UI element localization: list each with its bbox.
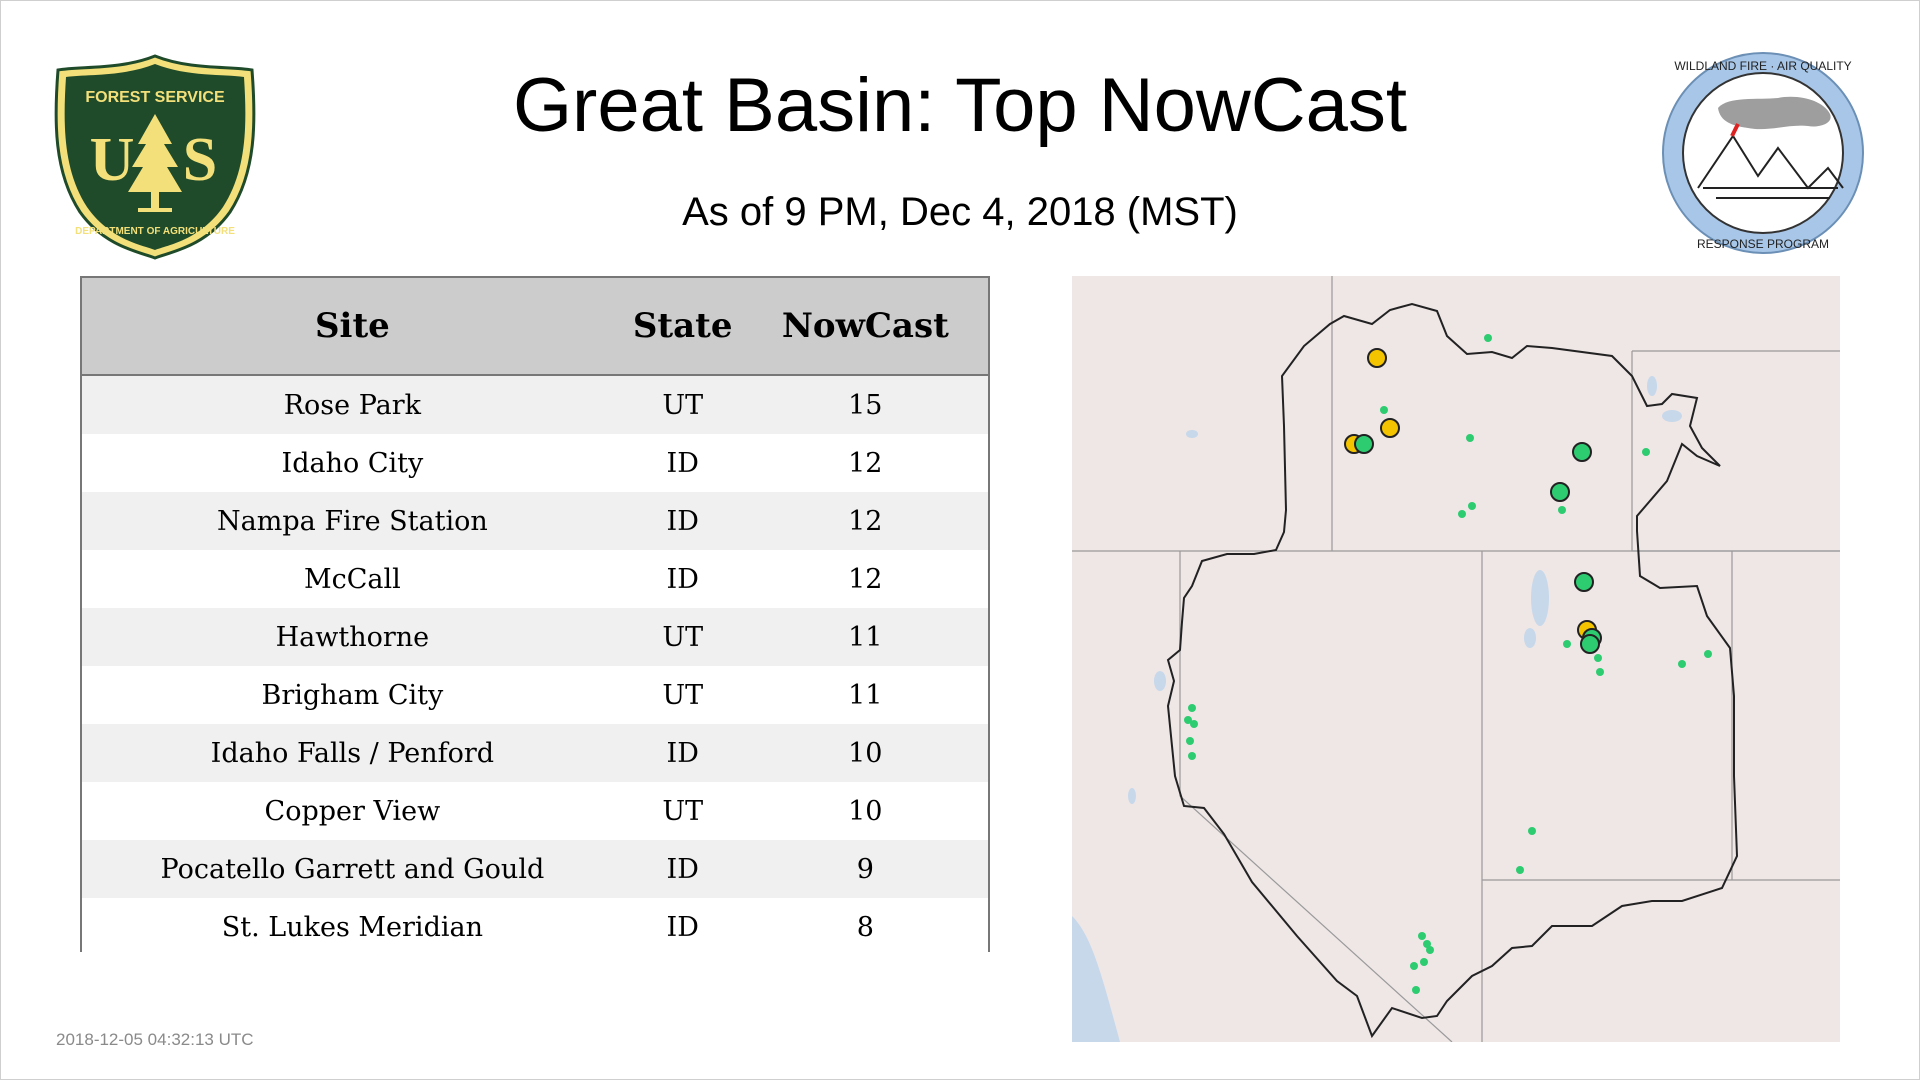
cell-site: Rose Park	[82, 375, 623, 434]
table-row: McCall ID 12	[82, 550, 988, 608]
cell-state: ID	[622, 492, 743, 550]
page-title: Great Basin: Top NowCast	[512, 63, 1408, 148]
table-row: Copper View UT 10	[82, 782, 988, 840]
page-subtitle: As of 9 PM, Dec 4, 2018 (MST)	[682, 190, 1238, 234]
map-background	[1072, 276, 1840, 1042]
column-header-state: State	[622, 278, 743, 376]
table-row: St. Lukes Meridian ID 8	[82, 898, 988, 956]
forest-service-logo: FOREST SERVICE U S DEPARTMENT OF AGRICUL…	[54, 54, 256, 260]
cell-state: ID	[622, 840, 743, 898]
cell-site: Idaho City	[82, 434, 623, 492]
cell-site: Hawthorne	[82, 608, 623, 666]
cell-nowcast: 15	[742, 375, 988, 434]
cell-site: St. Lukes Meridian	[82, 898, 623, 956]
monitor-points-small	[1184, 334, 1712, 994]
cell-site: McCall	[82, 550, 623, 608]
cell-nowcast: 9	[742, 840, 988, 898]
fs-top-text: FOREST SERVICE	[85, 89, 225, 106]
tree-icon	[128, 114, 182, 212]
ocean-area	[1072, 916, 1120, 1042]
table-row: Nampa Fire Station ID 12	[82, 492, 988, 550]
cell-state: UT	[622, 782, 743, 840]
table-row: Rose Park UT 15	[82, 375, 988, 434]
cell-site: Copper View	[82, 782, 623, 840]
cell-state: UT	[622, 375, 743, 434]
cell-nowcast: 12	[742, 492, 988, 550]
table-row: Hawthorne UT 11	[82, 608, 988, 666]
cell-nowcast: 11	[742, 608, 988, 666]
great-basin-map[interactable]	[1072, 276, 1840, 1042]
table-row: Pocatello Garrett and Gould ID 9	[82, 840, 988, 898]
wf-top-text: WILDLAND FIRE · AIR QUALITY	[1674, 59, 1851, 73]
cell-nowcast: 8	[742, 898, 988, 956]
cell-state: ID	[622, 724, 743, 782]
cell-nowcast: 12	[742, 550, 988, 608]
column-header-site: Site	[82, 278, 623, 376]
cell-site: Brigham City	[82, 666, 623, 724]
cell-nowcast: 10	[742, 724, 988, 782]
fs-bottom-text: DEPARTMENT OF AGRICULTURE	[75, 226, 235, 237]
cell-state: UT	[622, 666, 743, 724]
cell-site: Nampa Fire Station	[82, 492, 623, 550]
cell-nowcast: 12	[742, 434, 988, 492]
table-header-row: Site State NowCast	[82, 278, 988, 376]
nowcast-table: Site State NowCast Rose Park UT 15 Idaho C…	[80, 276, 990, 956]
monitor-points-large	[1344, 348, 1602, 654]
cell-site: Idaho Falls / Penford	[82, 724, 623, 782]
cell-state: ID	[622, 898, 743, 956]
great-basin-boundary	[1166, 302, 1739, 1039]
fs-letter-u: U	[90, 126, 135, 194]
table-row: Brigham City UT 11	[82, 666, 988, 724]
cell-state: UT	[622, 608, 743, 666]
fs-letter-s: S	[183, 126, 217, 194]
generated-timestamp: 2018-12-05 04:32:13 UTC	[56, 1030, 254, 1049]
wildland-fire-logo: WILDLAND FIRE · AIR QUALITY RESPONSE PRO…	[1662, 52, 1864, 254]
cell-state: ID	[622, 434, 743, 492]
cell-nowcast: 10	[742, 782, 988, 840]
table-row: Idaho City ID 12	[82, 434, 988, 492]
wf-bottom-text: RESPONSE PROGRAM	[1697, 237, 1829, 251]
column-header-nowcast: NowCast	[742, 278, 988, 376]
cell-nowcast: 11	[742, 666, 988, 724]
cell-site: Pocatello Garrett and Gould	[82, 840, 623, 898]
table-row: Idaho Falls / Penford ID 10	[82, 724, 988, 782]
lakes	[1128, 376, 1682, 804]
cell-state: ID	[622, 550, 743, 608]
